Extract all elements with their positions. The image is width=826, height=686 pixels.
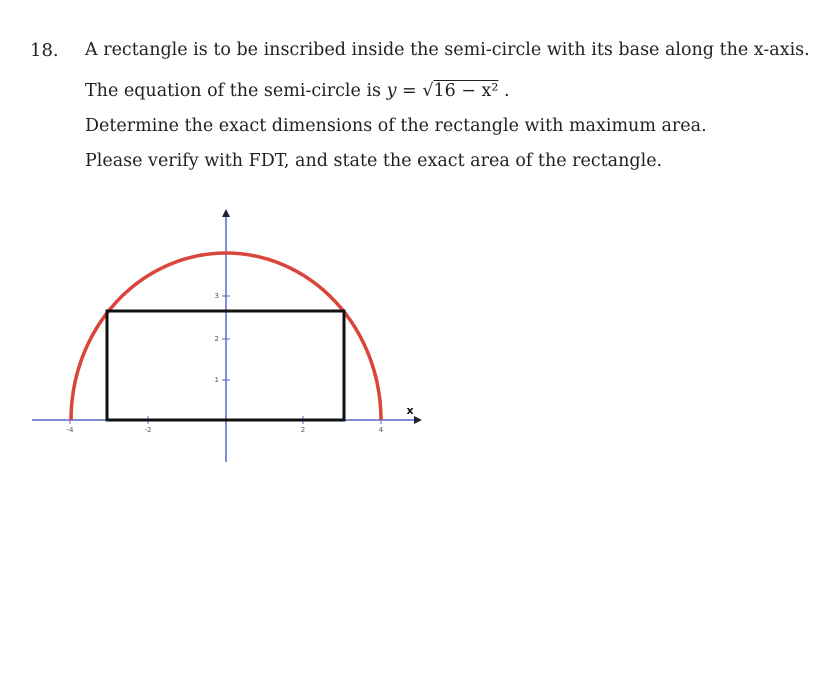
rectangle bbox=[105, 309, 346, 422]
math: 16 − x² bbox=[433, 81, 499, 101]
equation-line: The equation of the semi-circle is y = √… bbox=[85, 81, 510, 101]
question-line: A rectangle is to be inscribed inside th… bbox=[85, 40, 810, 60]
x-tick-label: -4 bbox=[67, 426, 75, 434]
math: √ bbox=[422, 81, 434, 101]
x-tick-label: 4 bbox=[379, 426, 384, 434]
math: y = bbox=[386, 81, 417, 101]
arrow bbox=[222, 209, 230, 217]
text: . bbox=[504, 81, 510, 101]
question-line: Please verify with FDT, and state the ex… bbox=[85, 151, 663, 171]
question-number: 18. bbox=[30, 40, 59, 61]
y-tick-label: 3 bbox=[215, 292, 219, 300]
y-tick-label: 2 bbox=[215, 335, 219, 343]
y-tick-label: 1 bbox=[215, 376, 219, 384]
x-tick-label: 2 bbox=[301, 426, 305, 434]
question-line: Determine the exact dimensions of the re… bbox=[85, 116, 707, 136]
text: The equation of the semi-circle is bbox=[85, 81, 382, 101]
x-tick-label: -2 bbox=[145, 426, 152, 434]
semicircle bbox=[69, 251, 383, 421]
arrow bbox=[414, 416, 422, 424]
axis-label: x bbox=[406, 404, 413, 417]
